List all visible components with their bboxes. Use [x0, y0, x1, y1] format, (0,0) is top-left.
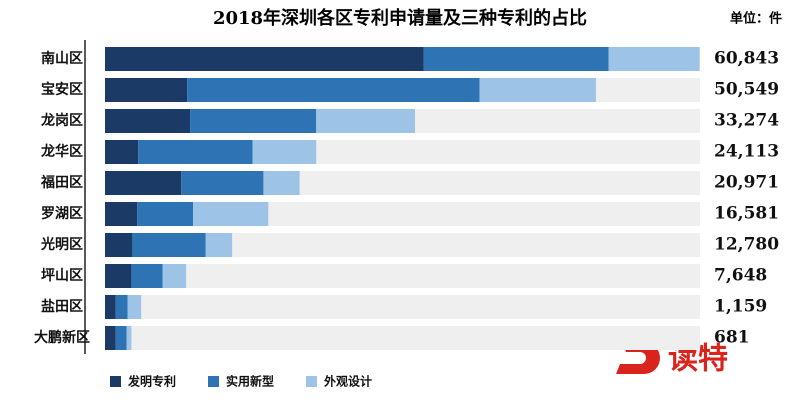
- category-label: 龙岗区: [40, 112, 83, 129]
- bar-segment: [126, 326, 132, 350]
- total-label: 60,843: [714, 49, 779, 69]
- bar-segment: [423, 47, 609, 71]
- legend-label: 实用新型: [226, 374, 274, 389]
- bar-segment: [205, 233, 233, 257]
- bar-segment: [127, 295, 142, 319]
- bar-segment: [138, 140, 253, 164]
- bar-segment: [162, 264, 187, 288]
- total-label: 7,648: [714, 266, 767, 286]
- bar-segment: [115, 326, 127, 350]
- category-label: 罗湖区: [41, 206, 83, 222]
- category-label: 龙华区: [40, 143, 83, 160]
- category-label: 宝安区: [41, 81, 83, 98]
- legend-swatch: [110, 376, 121, 387]
- category-label: 盐田区: [41, 298, 83, 315]
- bar-segment: [105, 326, 116, 350]
- bar-segment: [105, 140, 139, 164]
- bar-segment: [105, 264, 132, 288]
- bar-track: [105, 264, 700, 288]
- bar-segment: [187, 78, 480, 102]
- total-label: 12,780: [714, 235, 779, 255]
- bar-segment: [479, 78, 596, 102]
- bar-segment: [131, 264, 163, 288]
- bar-track: [105, 326, 700, 350]
- legend-swatch: [208, 376, 219, 387]
- category-label: 光明区: [40, 236, 83, 253]
- bar-segment: [263, 171, 300, 195]
- bar-segment: [190, 109, 317, 133]
- bar-segment: [181, 171, 264, 195]
- category-label: 大鹏新区: [34, 329, 90, 346]
- category-label: 福田区: [40, 174, 83, 191]
- total-label: 16,581: [714, 204, 779, 224]
- bar-segment: [608, 47, 700, 71]
- total-label: 681: [714, 328, 750, 348]
- bar-segment: [115, 295, 128, 319]
- bar-segment: [132, 233, 206, 257]
- bar-segment: [105, 78, 188, 102]
- bar-segment: [105, 47, 424, 71]
- bar-segment: [316, 109, 416, 133]
- legend-swatch: [306, 376, 317, 387]
- legend-label: 发明专利: [127, 374, 176, 389]
- bar-segment: [193, 202, 269, 226]
- total-label: 20,971: [714, 173, 779, 193]
- legend-label: 外观设计: [324, 374, 372, 389]
- total-label: 24,113: [714, 142, 779, 162]
- total-label: 50,549: [714, 80, 779, 100]
- bar-segment: [105, 171, 182, 195]
- bar-track: [105, 295, 700, 319]
- bar-segment: [105, 233, 133, 257]
- chart-title: 2018年深圳各区专利申请量及三种专利的占比: [213, 7, 587, 29]
- total-label: 1,159: [714, 297, 767, 317]
- bar-segment: [252, 140, 317, 164]
- bar-segment: [105, 109, 191, 133]
- category-label: 坪山区: [41, 268, 83, 284]
- bar-segment: [105, 295, 116, 319]
- bar-segment: [105, 202, 138, 226]
- bar-segment: [137, 202, 194, 226]
- total-label: 33,274: [714, 111, 779, 131]
- category-label: 南山区: [41, 50, 83, 67]
- unit-label: 单位：件: [730, 11, 782, 27]
